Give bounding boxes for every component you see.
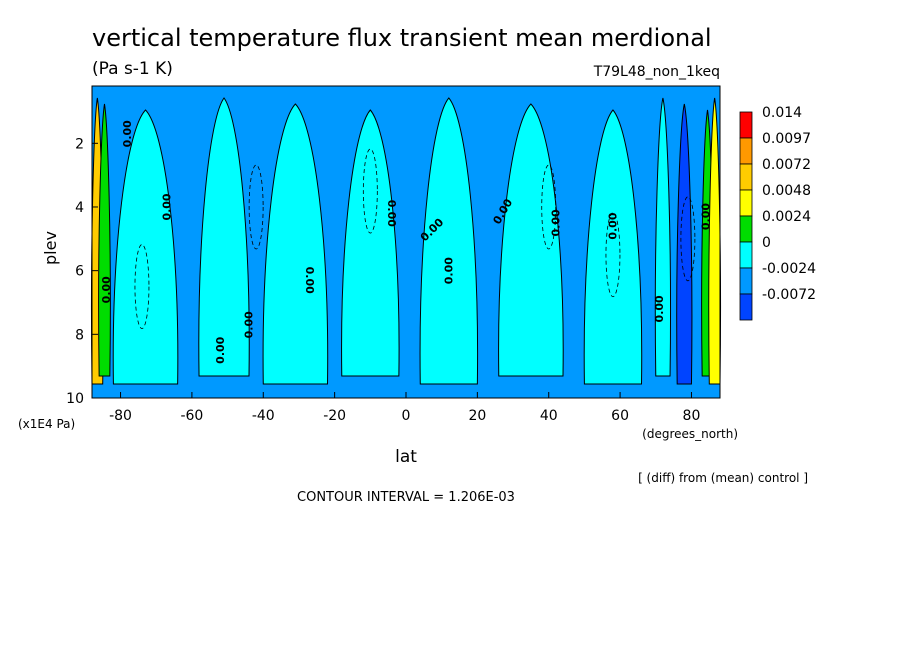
x-axis-units: (degrees_north) [642,427,738,441]
contour-label: 0.00 [549,209,562,236]
field-bands [90,97,722,385]
negative-contour [680,196,696,282]
contour-label: 0.00 [699,203,712,230]
y-axis: 2 4 6 8 10 [66,136,98,407]
difference-note: [ (diff) from (mean) control ] [638,471,808,485]
chart-title: vertical temperature flux transient mean… [92,24,712,52]
field-band [654,97,672,377]
x-axis: -80 -60 -40 -20 0 20 40 60 80 [109,392,700,424]
contour-label: 0.00 [243,311,256,338]
contour-label: 0.00 [442,257,455,284]
negative-contour [248,164,264,250]
negative-contour [362,148,378,234]
legend-label: 0.0048 [762,183,811,199]
contour-lines: 0.00 0.00 0.00 0.00 0.00 0.00 0.00 0.00 0.00 0.00… [100,120,712,364]
experiment-label: T79L48_non_1keq [593,64,720,80]
field-band [198,97,250,377]
negative-contour [134,244,150,329]
legend-label: -0.0024 [762,261,816,277]
chart-units: (Pa s-1 K) [92,59,173,79]
y-tick-label: 2 [75,136,84,152]
field-band [98,103,111,377]
field-band [341,109,400,377]
contour-label: 0.00 [653,295,666,322]
x-tick-label: -40 [252,408,275,424]
legend-label: 0.0024 [762,209,811,225]
field-band [262,103,329,385]
legend-swatch [739,241,753,269]
legend-swatch [739,267,753,295]
y-axis-label: plev [41,231,60,265]
contour-label: 0.00 [385,200,398,227]
y-axis-units: (x1E4 Pa) [18,417,75,431]
x-tick-label: 0 [402,408,411,424]
x-tick-label: -20 [323,408,346,424]
contour-label: 0.00 [303,267,316,294]
y-tick-label: 4 [75,200,84,216]
legend-swatch [739,215,753,243]
legend-label: 0 [762,235,771,251]
negative-contour [541,164,557,250]
x-tick-label: -80 [109,408,132,424]
field-band [112,109,179,385]
contour-label: 0.00 [607,212,620,239]
field-band [419,97,479,385]
legend-label: 0.014 [762,105,802,121]
x-tick-label: -60 [180,408,203,424]
color-legend: 0.014 0.0097 0.0072 0.0048 0.0024 0 -0.0024 -0.… [739,105,816,321]
legend-swatch [739,163,753,191]
negative-contour [605,212,621,298]
legend-swatch [739,137,753,165]
x-tick-label: 60 [611,408,629,424]
legend-swatch [739,189,753,217]
legend-label: -0.0072 [762,287,816,303]
x-axis-label: lat [395,447,417,467]
legend-label: 0.0072 [762,157,811,173]
contour-label: 0.00 [121,120,134,147]
x-tick-label: 40 [540,408,558,424]
field-band [583,109,643,385]
legend-swatch [739,293,753,321]
y-tick-label: 8 [75,327,84,343]
contour-interval-text: CONTOUR INTERVAL = 1.206E-03 [297,490,515,505]
x-tick-label: 80 [683,408,701,424]
contour-label: 0.00 [214,336,227,363]
field-band [676,103,693,385]
y-tick-label: 6 [75,264,84,280]
y-tick-label: 10 [66,391,84,407]
x-tick-label: 20 [468,408,486,424]
contour-label: 0.00 [161,193,174,220]
field-band [498,103,564,377]
contour-label: 0.00 [100,276,113,303]
legend-label: 0.0097 [762,131,811,147]
plot-area: 0.00 0.00 0.00 0.00 0.00 0.00 0.00 0.00 0.00 0.00… [90,85,722,399]
legend-swatch [739,111,753,139]
